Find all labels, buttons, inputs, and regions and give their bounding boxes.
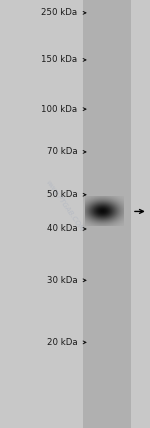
Text: 30 kDa: 30 kDa [47,276,77,285]
Text: 50 kDa: 50 kDa [47,190,77,199]
Text: 150 kDa: 150 kDa [41,55,77,65]
Text: 20 kDa: 20 kDa [47,338,77,347]
Text: 100 kDa: 100 kDa [41,104,77,114]
Text: 40 kDa: 40 kDa [47,224,77,234]
Bar [83,0,130,428]
Text: 250 kDa: 250 kDa [41,8,77,18]
Text: 70 kDa: 70 kDa [47,147,77,157]
Text: www.PTGAB.COM: www.PTGAB.COM [45,179,84,232]
